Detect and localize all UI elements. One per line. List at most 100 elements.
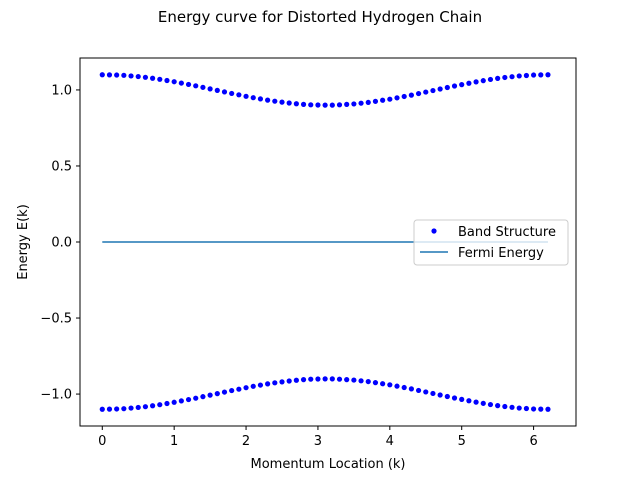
band-point-lower-1 bbox=[106, 406, 113, 412]
band-point-upper-38 bbox=[372, 98, 379, 104]
band-point-lower-48 bbox=[444, 393, 450, 400]
band-point-upper-17 bbox=[221, 89, 228, 95]
y-tick-label: 0.5 bbox=[51, 159, 72, 174]
band-point-lower-19 bbox=[236, 386, 242, 392]
band-point-lower-33 bbox=[336, 376, 343, 382]
band-point-upper-3 bbox=[121, 72, 127, 78]
band-point-lower-53 bbox=[480, 400, 486, 406]
band-point-upper-39 bbox=[380, 97, 386, 103]
legend-marker-band-structure bbox=[431, 228, 437, 234]
band-point-upper-0 bbox=[99, 72, 105, 78]
band-point-upper-14 bbox=[200, 84, 206, 90]
band-point-upper-52 bbox=[473, 79, 479, 85]
band-point-upper-21 bbox=[250, 95, 256, 101]
band-point-lower-3 bbox=[121, 406, 127, 412]
band-point-lower-37 bbox=[365, 378, 371, 385]
band-point-upper-19 bbox=[236, 92, 242, 98]
band-point-lower-29 bbox=[308, 376, 314, 382]
band-point-lower-17 bbox=[221, 389, 228, 395]
band-point-upper-35 bbox=[351, 101, 357, 107]
x-tick-label: 5 bbox=[458, 434, 466, 449]
band-point-upper-31 bbox=[322, 102, 328, 108]
band-point-upper-10 bbox=[171, 79, 177, 85]
band-point-upper-57 bbox=[509, 74, 515, 80]
axis-ticks: 0 1 2 3 4 5 6 −1.0 −0.5 0.0 0.5 1.0 bbox=[40, 83, 537, 449]
band-point-upper-4 bbox=[128, 73, 134, 79]
band-point-lower-24 bbox=[272, 380, 278, 386]
chart-title: Energy curve for Distorted Hydrogen Chai… bbox=[158, 8, 482, 26]
band-point-upper-46 bbox=[430, 87, 436, 94]
band-point-upper-40 bbox=[387, 96, 393, 102]
band-point-upper-59 bbox=[523, 72, 530, 79]
band-point-lower-49 bbox=[451, 395, 458, 401]
band-point-lower-62 bbox=[545, 406, 551, 412]
band-point-lower-59 bbox=[523, 405, 530, 412]
band-point-lower-20 bbox=[243, 385, 249, 391]
band-point-upper-48 bbox=[444, 84, 450, 91]
band-point-lower-40 bbox=[387, 382, 393, 388]
band-point-lower-55 bbox=[495, 403, 501, 409]
legend-label-fermi-energy: Fermi Energy bbox=[458, 246, 544, 261]
band-point-upper-43 bbox=[408, 92, 414, 98]
band-point-upper-29 bbox=[308, 102, 314, 108]
band-point-upper-6 bbox=[142, 74, 149, 80]
band-point-lower-46 bbox=[430, 390, 436, 397]
band-point-upper-62 bbox=[545, 72, 551, 78]
x-tick-label: 4 bbox=[386, 434, 394, 449]
y-tick-label: 1.0 bbox=[51, 83, 72, 98]
band-point-upper-16 bbox=[214, 87, 220, 93]
band-point-lower-16 bbox=[214, 391, 220, 397]
band-point-upper-32 bbox=[329, 102, 335, 108]
band-point-upper-23 bbox=[265, 97, 271, 103]
y-tick-label: −1.0 bbox=[40, 388, 72, 403]
band-point-upper-56 bbox=[502, 74, 508, 81]
legend-label-band-structure: Band Structure bbox=[458, 225, 556, 240]
band-point-lower-23 bbox=[265, 381, 271, 387]
band-point-upper-18 bbox=[229, 90, 235, 97]
band-point-lower-52 bbox=[473, 399, 479, 405]
band-point-upper-25 bbox=[279, 99, 285, 105]
band-point-lower-38 bbox=[372, 380, 379, 386]
band-point-lower-58 bbox=[516, 405, 522, 411]
band-point-lower-7 bbox=[150, 403, 156, 409]
band-point-lower-44 bbox=[415, 387, 422, 394]
band-point-lower-45 bbox=[423, 389, 429, 395]
band-point-lower-57 bbox=[509, 404, 515, 410]
band-point-upper-50 bbox=[459, 82, 465, 88]
band-point-lower-43 bbox=[408, 386, 414, 392]
band-point-lower-47 bbox=[437, 392, 443, 398]
band-point-upper-37 bbox=[365, 99, 371, 106]
x-tick-label: 0 bbox=[98, 434, 106, 449]
band-point-upper-11 bbox=[178, 80, 184, 86]
band-point-upper-12 bbox=[185, 81, 192, 88]
band-point-lower-36 bbox=[358, 378, 364, 384]
band-point-lower-21 bbox=[250, 383, 256, 389]
band-point-upper-58 bbox=[516, 73, 522, 79]
band-point-lower-60 bbox=[530, 406, 537, 412]
band-point-lower-6 bbox=[142, 404, 149, 410]
band-point-lower-31 bbox=[322, 376, 328, 382]
band-point-upper-53 bbox=[480, 78, 486, 84]
band-point-upper-42 bbox=[401, 93, 407, 100]
band-point-lower-35 bbox=[351, 377, 357, 383]
band-point-lower-27 bbox=[293, 377, 299, 383]
band-point-upper-61 bbox=[538, 72, 544, 78]
band-point-lower-39 bbox=[380, 381, 386, 387]
band-point-lower-5 bbox=[135, 404, 141, 411]
band-point-upper-7 bbox=[150, 75, 156, 81]
band-point-lower-12 bbox=[185, 396, 192, 403]
y-tick-label: 0.0 bbox=[51, 236, 72, 251]
band-point-upper-13 bbox=[193, 83, 199, 89]
band-point-upper-36 bbox=[358, 100, 364, 106]
band-point-upper-41 bbox=[394, 95, 400, 101]
band-point-upper-47 bbox=[437, 86, 443, 92]
x-tick-label: 6 bbox=[529, 434, 537, 449]
plot-area bbox=[99, 72, 551, 412]
y-tick-label: −0.5 bbox=[40, 312, 72, 327]
band-point-lower-28 bbox=[300, 377, 307, 383]
band-point-lower-50 bbox=[459, 396, 465, 402]
band-point-lower-9 bbox=[164, 400, 170, 407]
band-point-upper-27 bbox=[293, 101, 299, 107]
band-point-lower-2 bbox=[114, 406, 120, 412]
